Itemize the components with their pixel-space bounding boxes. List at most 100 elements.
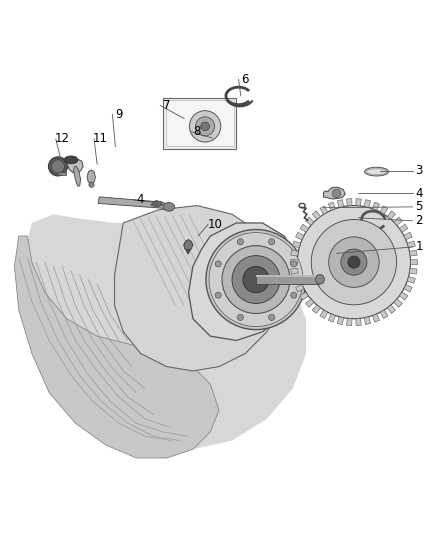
Polygon shape bbox=[337, 317, 343, 325]
Polygon shape bbox=[328, 314, 336, 322]
Circle shape bbox=[237, 239, 244, 245]
Polygon shape bbox=[296, 232, 304, 240]
Polygon shape bbox=[256, 275, 319, 277]
Polygon shape bbox=[356, 199, 361, 206]
Polygon shape bbox=[364, 200, 371, 207]
Text: 3: 3 bbox=[416, 164, 423, 177]
Ellipse shape bbox=[366, 169, 387, 174]
Polygon shape bbox=[87, 170, 95, 184]
Circle shape bbox=[341, 249, 367, 275]
Polygon shape bbox=[372, 314, 380, 322]
Polygon shape bbox=[306, 299, 314, 307]
Circle shape bbox=[195, 117, 215, 136]
Polygon shape bbox=[115, 206, 284, 371]
Polygon shape bbox=[312, 211, 321, 220]
Circle shape bbox=[215, 261, 221, 267]
Polygon shape bbox=[66, 158, 83, 173]
Polygon shape bbox=[291, 268, 298, 274]
Circle shape bbox=[48, 157, 67, 176]
Ellipse shape bbox=[316, 274, 324, 284]
Ellipse shape bbox=[163, 203, 175, 211]
Polygon shape bbox=[410, 250, 417, 256]
Circle shape bbox=[348, 256, 360, 268]
Polygon shape bbox=[372, 202, 380, 211]
Text: 11: 11 bbox=[93, 133, 108, 146]
Circle shape bbox=[328, 237, 379, 287]
Circle shape bbox=[268, 239, 275, 245]
Polygon shape bbox=[404, 285, 412, 292]
Ellipse shape bbox=[64, 156, 78, 164]
Polygon shape bbox=[293, 241, 300, 248]
Text: 4: 4 bbox=[416, 187, 423, 200]
Ellipse shape bbox=[364, 167, 389, 176]
Polygon shape bbox=[198, 120, 212, 126]
Circle shape bbox=[222, 246, 290, 313]
Text: 7: 7 bbox=[163, 99, 170, 112]
Text: 12: 12 bbox=[55, 133, 70, 146]
Polygon shape bbox=[23, 214, 306, 449]
Circle shape bbox=[268, 314, 275, 320]
Circle shape bbox=[332, 189, 341, 198]
Polygon shape bbox=[188, 223, 297, 341]
Polygon shape bbox=[380, 206, 388, 214]
Circle shape bbox=[201, 122, 209, 131]
Polygon shape bbox=[387, 211, 396, 220]
Text: 2: 2 bbox=[416, 214, 423, 227]
Polygon shape bbox=[380, 310, 388, 318]
Polygon shape bbox=[323, 187, 345, 199]
Polygon shape bbox=[407, 277, 415, 284]
Circle shape bbox=[237, 314, 244, 320]
Polygon shape bbox=[291, 250, 298, 256]
Polygon shape bbox=[404, 232, 412, 240]
Polygon shape bbox=[356, 318, 361, 326]
Bar bbox=[166, 100, 234, 147]
Text: 5: 5 bbox=[416, 200, 423, 213]
Circle shape bbox=[297, 206, 410, 319]
Polygon shape bbox=[14, 236, 219, 458]
Circle shape bbox=[189, 111, 221, 142]
Polygon shape bbox=[407, 241, 415, 248]
Polygon shape bbox=[394, 299, 402, 307]
Polygon shape bbox=[364, 317, 371, 325]
Polygon shape bbox=[98, 197, 168, 208]
Polygon shape bbox=[296, 285, 304, 292]
Polygon shape bbox=[256, 275, 319, 284]
Text: 4: 4 bbox=[136, 193, 144, 206]
Polygon shape bbox=[320, 206, 328, 214]
Circle shape bbox=[206, 230, 306, 329]
Polygon shape bbox=[410, 260, 417, 265]
Circle shape bbox=[209, 232, 303, 327]
Polygon shape bbox=[58, 172, 66, 175]
Circle shape bbox=[311, 220, 396, 305]
Polygon shape bbox=[300, 224, 308, 232]
Polygon shape bbox=[328, 202, 336, 211]
Circle shape bbox=[215, 292, 221, 298]
Circle shape bbox=[291, 261, 297, 267]
Circle shape bbox=[89, 182, 94, 187]
Circle shape bbox=[232, 256, 280, 303]
Circle shape bbox=[291, 292, 297, 298]
Polygon shape bbox=[312, 305, 321, 313]
Polygon shape bbox=[394, 217, 402, 225]
Text: 6: 6 bbox=[241, 73, 249, 86]
Text: 10: 10 bbox=[207, 218, 222, 231]
Polygon shape bbox=[300, 292, 308, 300]
Text: 9: 9 bbox=[115, 108, 123, 120]
Polygon shape bbox=[186, 250, 190, 254]
Polygon shape bbox=[399, 224, 408, 232]
Polygon shape bbox=[387, 305, 396, 313]
Polygon shape bbox=[74, 166, 81, 186]
Circle shape bbox=[243, 266, 269, 293]
Polygon shape bbox=[410, 268, 417, 274]
Polygon shape bbox=[346, 318, 352, 326]
Text: 1: 1 bbox=[416, 240, 423, 253]
Polygon shape bbox=[306, 217, 314, 225]
Polygon shape bbox=[346, 199, 352, 206]
Bar bbox=[163, 98, 237, 149]
Polygon shape bbox=[293, 277, 300, 284]
Polygon shape bbox=[399, 292, 408, 300]
Polygon shape bbox=[337, 200, 343, 207]
Circle shape bbox=[51, 160, 64, 173]
Polygon shape bbox=[290, 260, 297, 265]
Polygon shape bbox=[151, 200, 162, 207]
